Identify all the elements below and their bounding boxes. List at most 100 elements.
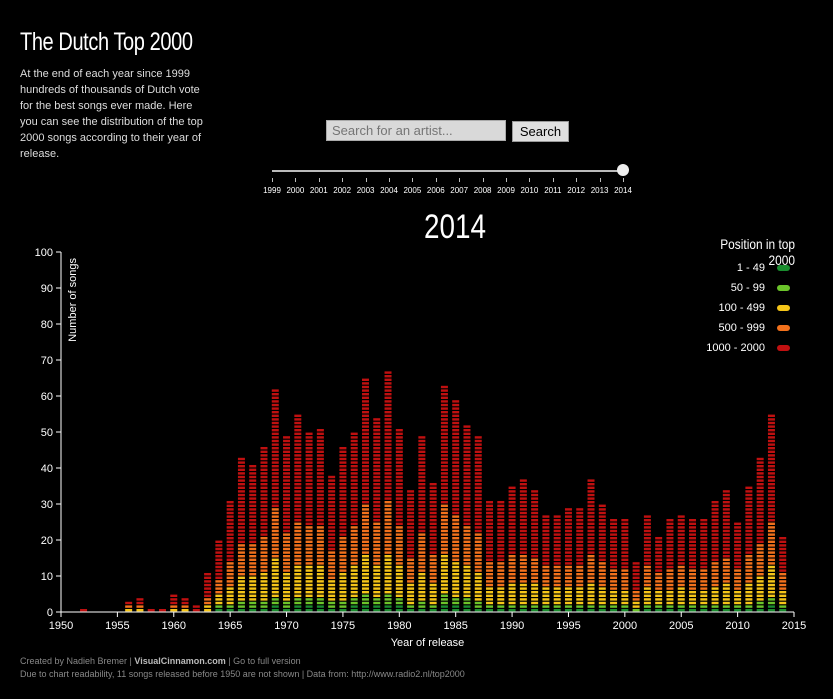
slider-year-2011[interactable]: 2011: [544, 186, 562, 195]
bar-segment: [700, 569, 708, 572]
slider-year-2010[interactable]: 2010: [520, 186, 539, 195]
bar-segment: [452, 580, 460, 583]
slider-year-2004[interactable]: 2004: [380, 186, 398, 195]
bar-segment: [316, 551, 324, 554]
footer-full-version-link[interactable]: | Go to full version: [228, 656, 301, 666]
bar-segment: [384, 385, 392, 389]
bar-segment: [328, 609, 336, 612]
bar-segment: [452, 562, 460, 565]
bar-segment: [125, 609, 133, 612]
bar-segment: [497, 562, 505, 565]
bar-segment: [486, 529, 494, 533]
bar-segment: [249, 486, 257, 489]
bar-segment: [215, 540, 223, 543]
bar-segment: [722, 501, 730, 504]
bar-segment: [305, 454, 313, 457]
bar-segment: [463, 591, 471, 594]
bar-segment: [452, 486, 460, 489]
bar-segment: [666, 547, 674, 551]
footer-site-link[interactable]: VisualCinnamon.com: [134, 656, 226, 666]
bar-segment: [395, 450, 403, 453]
bar-segment: [440, 547, 448, 551]
bar-segment: [361, 580, 369, 583]
bar-segment: [283, 443, 291, 446]
bar-segment: [418, 605, 426, 608]
bar-segment: [260, 457, 268, 461]
bar-segment: [260, 486, 268, 489]
slider-year-2012[interactable]: 2012: [567, 186, 586, 195]
slider-year-2002[interactable]: 2002: [333, 186, 352, 195]
bar-segment: [350, 562, 358, 565]
bar-segment: [294, 457, 302, 461]
y-tick-label: 20: [41, 535, 53, 547]
bar-1968: [260, 447, 268, 612]
bar-segment: [249, 468, 257, 471]
bar-segment: [621, 576, 629, 579]
bar-segment: [395, 429, 403, 432]
bar-segment: [215, 573, 223, 576]
bar-segment: [677, 519, 685, 522]
bar-segment: [350, 508, 358, 511]
bar-segment: [689, 576, 697, 579]
bar-segment: [328, 497, 336, 500]
bar-segment: [700, 565, 708, 569]
bar-segment: [226, 555, 234, 558]
bar-segment: [542, 562, 550, 565]
bar-segment: [440, 436, 448, 439]
bar-segment: [497, 533, 505, 536]
bar-segment: [497, 583, 505, 587]
slider-year-2001[interactable]: 2001: [309, 186, 328, 195]
bar-segment: [655, 537, 663, 540]
bar-segment: [508, 497, 516, 500]
bar-segment: [283, 594, 291, 597]
bar-1973: [316, 429, 324, 612]
bar-segment: [215, 551, 223, 554]
bar-segment: [587, 583, 595, 587]
slider-year-2003[interactable]: 2003: [356, 186, 375, 195]
bar-segment: [734, 551, 742, 554]
slider-year-2008[interactable]: 2008: [473, 186, 492, 195]
bar-segment: [271, 447, 279, 450]
bar-segment: [361, 454, 369, 457]
bar-segment: [339, 529, 347, 533]
bar-segment: [779, 547, 787, 551]
slider-year-2007[interactable]: 2007: [450, 186, 469, 195]
bar-segment: [418, 558, 426, 561]
bar-segment: [519, 519, 527, 522]
bar-segment: [598, 529, 606, 533]
bar-segment: [249, 501, 257, 504]
bar-segment: [756, 551, 764, 554]
slider-year-1999[interactable]: 1999: [263, 186, 281, 195]
bar-segment: [271, 605, 279, 608]
bar-segment: [339, 493, 347, 497]
bar-segment: [553, 598, 561, 601]
bar-segment: [260, 587, 268, 590]
bar-segment: [767, 565, 775, 569]
bar-segment: [677, 526, 685, 529]
slider-year-2000[interactable]: 2000: [286, 186, 305, 195]
slider-year-2006[interactable]: 2006: [426, 186, 445, 195]
bar-segment: [316, 511, 324, 515]
year-slider-handle[interactable]: [617, 164, 629, 176]
bar-segment: [756, 515, 764, 518]
bar-segment: [666, 540, 674, 543]
bar-segment: [497, 598, 505, 601]
slider-year-2013[interactable]: 2013: [590, 186, 609, 195]
bar-segment: [598, 598, 606, 601]
bar-segment: [226, 609, 234, 612]
bar-segment: [339, 483, 347, 486]
bar-segment: [779, 565, 787, 569]
search-input[interactable]: [326, 120, 506, 141]
bar-segment: [373, 609, 381, 612]
bar-segment: [553, 605, 561, 608]
slider-tick: [412, 178, 414, 182]
slider-year-2009[interactable]: 2009: [497, 186, 515, 195]
bar-segment: [407, 591, 415, 594]
search-button[interactable]: Search: [512, 121, 569, 142]
bar-segment: [328, 508, 336, 511]
bar-segment: [440, 591, 448, 594]
year-slider-track[interactable]: [272, 170, 623, 172]
slider-year-2014[interactable]: 2014: [614, 186, 632, 195]
bar-segment: [361, 537, 369, 540]
slider-year-2005[interactable]: 2005: [403, 186, 422, 195]
